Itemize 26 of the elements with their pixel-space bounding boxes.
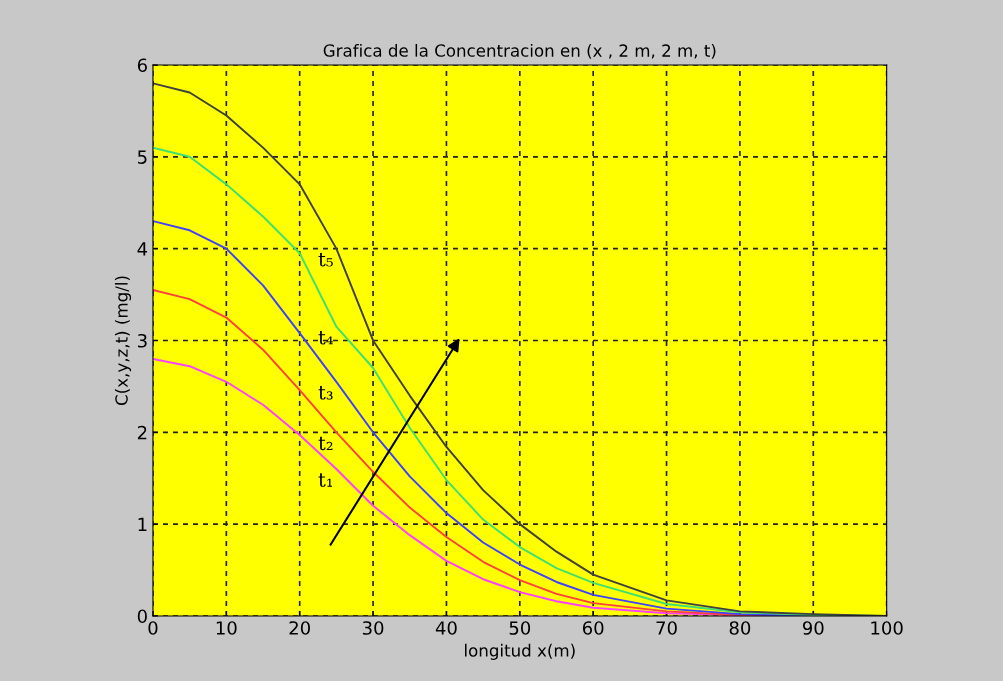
x-tick-label: 60 <box>582 621 604 635</box>
y-tick-label: 3 <box>137 333 147 348</box>
x-tick-label: 50 <box>509 621 531 635</box>
x-tick-label: 20 <box>289 621 310 635</box>
x-tick-label: 100 <box>871 621 903 635</box>
x-tick-label: 40 <box>435 621 457 635</box>
y-tick-label: 4 <box>137 242 148 256</box>
x-tick-label: 0 <box>148 621 158 635</box>
x-tick-label: 30 <box>362 621 384 635</box>
chart-title: Grafica de la Concentracion en (x , 2 m, 2 m, t) <box>323 43 716 59</box>
x-axis-title: longitud x(m) <box>465 643 575 660</box>
y-tick-label: 6 <box>137 58 147 73</box>
series-label: t₅ <box>318 252 333 267</box>
y-tick-label: 0 <box>137 609 147 624</box>
series-label: t₂ <box>318 436 333 451</box>
series-label: t₃ <box>318 386 333 400</box>
y-tick-label: 1 <box>138 517 147 531</box>
y-axis-title: C(x,y,z,t) (mg/l) <box>114 276 132 405</box>
x-tick-label: 10 <box>216 621 237 635</box>
y-tick-label: 5 <box>138 150 147 164</box>
series-label: t₄ <box>318 331 333 345</box>
x-tick-label: 80 <box>729 621 751 635</box>
series-label: t₁ <box>318 473 333 487</box>
x-tick-label: 70 <box>656 621 677 635</box>
y-tick-label: 2 <box>137 425 147 440</box>
x-tick-label: 90 <box>802 621 824 635</box>
